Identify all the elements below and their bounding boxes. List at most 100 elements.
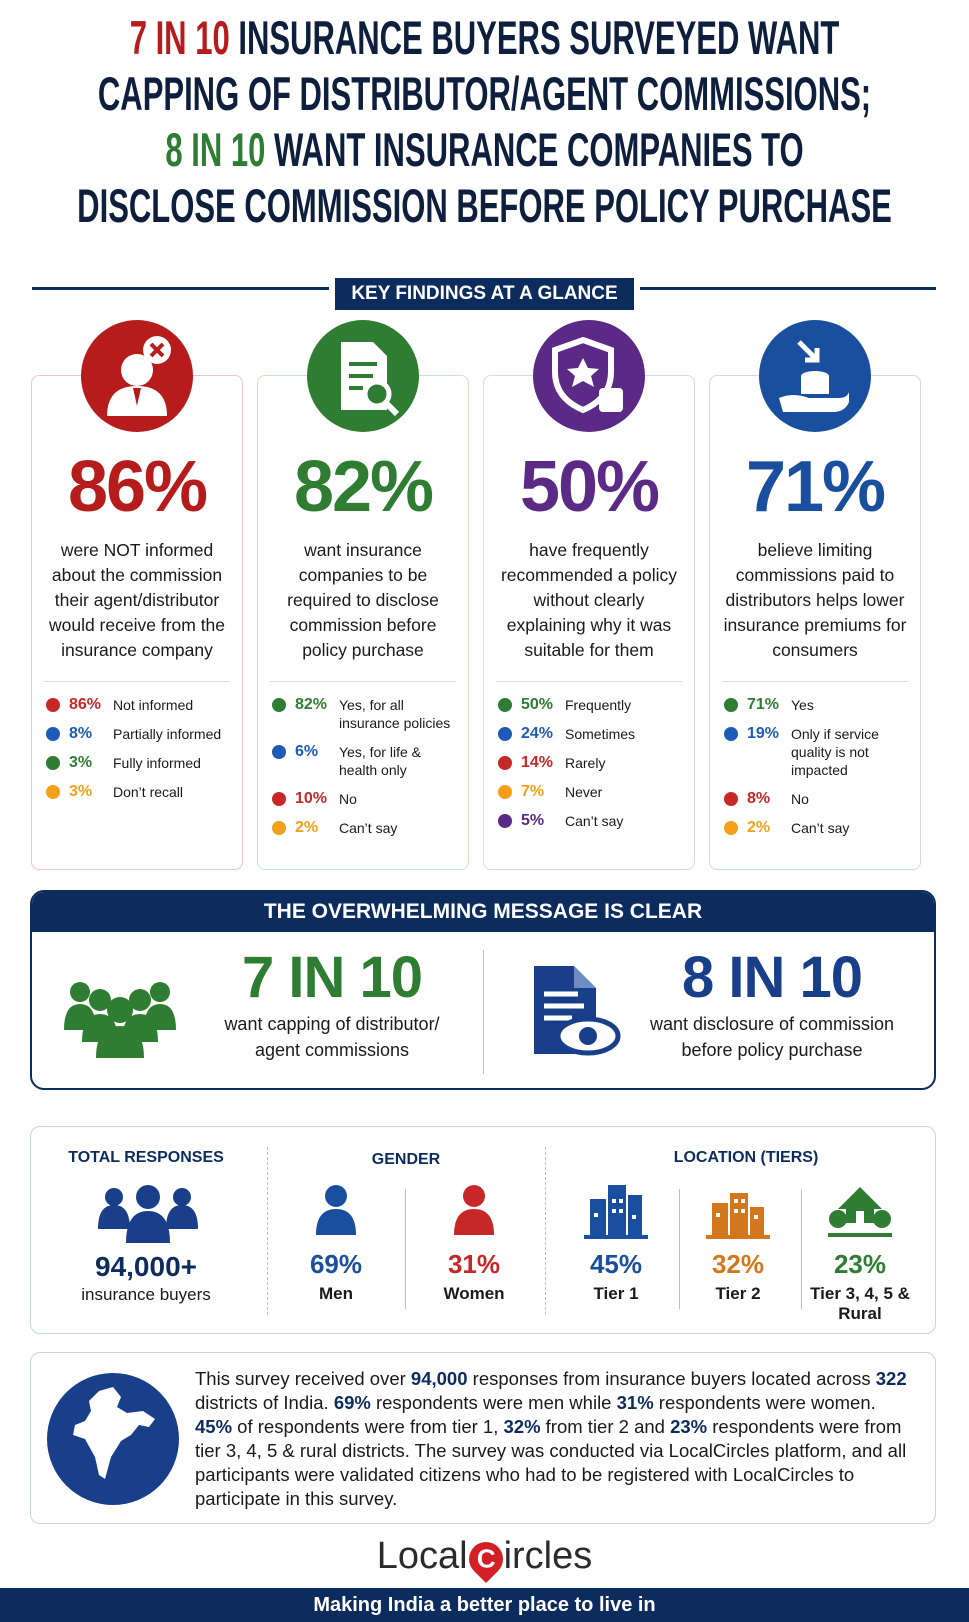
icon-shape <box>107 997 133 1023</box>
breakdown-dot <box>272 745 286 759</box>
logo-letter: C <box>476 1544 495 1574</box>
separator <box>44 681 230 682</box>
footer-bar: Making India a better place to live in <box>0 1588 969 1622</box>
icon-shape <box>574 966 596 988</box>
respondent-group: 23% Tier 3, 4, 5 & Rural <box>795 1183 925 1324</box>
respondent-label: Tier 1 <box>593 1284 639 1303</box>
breakdown-percent: 86% <box>69 696 102 713</box>
message-item: 8 IN 10 want disclosure of commission be… <box>627 944 917 1063</box>
icon-shape <box>632 1215 636 1219</box>
summary-segment: districts of India. <box>195 1392 334 1413</box>
summary-segment: 31% <box>616 1392 654 1413</box>
icon-shape <box>552 336 623 414</box>
breakdown-percent: 82% <box>295 696 328 713</box>
people-icon <box>98 1185 198 1243</box>
icon-shape <box>64 982 176 1058</box>
icon-shape <box>734 1209 738 1213</box>
breakdown-row: 50% Frequently <box>498 696 688 714</box>
breakdown-percent: 7% <box>521 783 545 800</box>
breakdown-dot <box>724 727 738 741</box>
breakdown-dot <box>272 698 286 712</box>
icon-shape <box>730 1193 748 1237</box>
breakdown-dot <box>272 792 286 806</box>
icon-shape <box>341 342 400 417</box>
icon-shape <box>70 982 90 1002</box>
breakdown-dot <box>46 756 60 770</box>
summary-segment: 32% <box>503 1416 541 1437</box>
summary-box: This survey received over 94,000 respons… <box>30 1352 936 1524</box>
icon-shape <box>325 1185 347 1207</box>
icon-shape <box>619 1199 623 1203</box>
respondent-icon <box>551 1183 681 1241</box>
respondent-percent: 45% <box>589 1249 643 1279</box>
headline-line: 7 IN 10 INSURANCE BUYERS SURVEYED WANT <box>130 10 840 66</box>
respondent-label: Men <box>319 1284 353 1303</box>
breakdown-row: 2% Can’t say <box>724 819 914 837</box>
respondents-heading: TOTAL RESPONSES <box>68 1149 224 1166</box>
respondents-label: insurance buyers <box>81 1285 211 1304</box>
logo-text: Local <box>376 1535 468 1577</box>
breakdown-row: 86% Not informed <box>46 696 236 714</box>
summary-segment: This survey received over <box>195 1368 411 1389</box>
icon-shape <box>779 340 849 412</box>
icon-shape <box>873 1210 891 1228</box>
breakdown-dot <box>498 814 512 828</box>
icon-shape <box>133 388 141 406</box>
breakdown-label: Frequently <box>565 697 632 713</box>
icon-shape <box>734 1199 738 1203</box>
summary-segment: 94,000 <box>410 1368 468 1389</box>
breakdown-dot <box>498 698 512 712</box>
breakdown-label: No <box>339 791 357 807</box>
breakdown-dot <box>498 756 512 770</box>
divider <box>801 1189 802 1309</box>
icon-shape <box>612 1199 616 1203</box>
respondent-icon <box>271 1183 401 1241</box>
icon-shape <box>98 1185 198 1243</box>
breakdown-row: 10% No <box>272 790 462 808</box>
breakdown-label: Sometimes <box>565 726 636 742</box>
icon-shape <box>454 1185 494 1235</box>
breakdown: 50% Frequently 24% Sometimes 14% Rarely 7% Neve… <box>498 696 688 830</box>
finding-icon <box>307 320 419 432</box>
breakdown-dot <box>46 698 60 712</box>
breakdown-dot <box>724 698 738 712</box>
icon-shape <box>73 1387 155 1479</box>
icon-shape <box>706 1235 770 1239</box>
icon-shape <box>362 379 392 409</box>
breakdown: 82% Yes, for all insurance policies 6% Yes,… <box>272 696 462 837</box>
respondent-group: 32% Tier 2 <box>673 1183 803 1304</box>
headline-text: DISCLOSE COMMISSION BEFORE POLICY PURCHA… <box>77 179 892 232</box>
breakdown-label: Yes <box>791 697 814 713</box>
summary-segment: 23% <box>670 1416 708 1437</box>
breakdown-percent: 24% <box>521 725 554 742</box>
breakdown-row: 8% No <box>724 790 914 808</box>
icon-shape <box>149 342 165 358</box>
icon-shape <box>829 1210 847 1228</box>
message-item: 7 IN 10 want capping of distributor/ age… <box>202 944 462 1063</box>
breakdown-dot <box>272 821 286 835</box>
icon-shape <box>383 400 400 417</box>
headline-highlight: 7 IN 10 <box>129 11 230 64</box>
summary-segment: respondents were men while <box>370 1392 617 1413</box>
icon-shape <box>136 1185 160 1209</box>
breakdown-percent: 3% <box>69 783 93 800</box>
finding-percent: 86% <box>67 447 208 527</box>
headline-highlight: 8 IN 10 <box>165 123 266 176</box>
message-text: want capping of distributor/ agent commi… <box>224 1014 440 1060</box>
icon-shape <box>166 1205 198 1229</box>
breakdown-label: Fully informed <box>113 755 201 771</box>
respondent-group: 31% Women <box>409 1183 539 1304</box>
divider <box>483 950 484 1074</box>
headline-line: 8 IN 10 WANT INSURANCE COMPANIES TO <box>165 122 803 178</box>
respondent-percent: 32% <box>711 1249 765 1279</box>
headline: 7 IN 10 INSURANCE BUYERS SURVEYED WANT C… <box>77 10 892 234</box>
respondents-heading: LOCATION (TIERS) <box>673 1149 819 1166</box>
icon-shape <box>706 1193 770 1239</box>
finding-description: have frequently recommended a policy wit… <box>500 540 678 660</box>
headline-text: WANT INSURANCE COMPANIES TO <box>273 123 804 176</box>
icon-shape <box>89 989 111 1011</box>
icon-shape <box>463 1185 485 1207</box>
icon-shape <box>316 1185 356 1235</box>
icon-shape <box>716 1213 720 1217</box>
